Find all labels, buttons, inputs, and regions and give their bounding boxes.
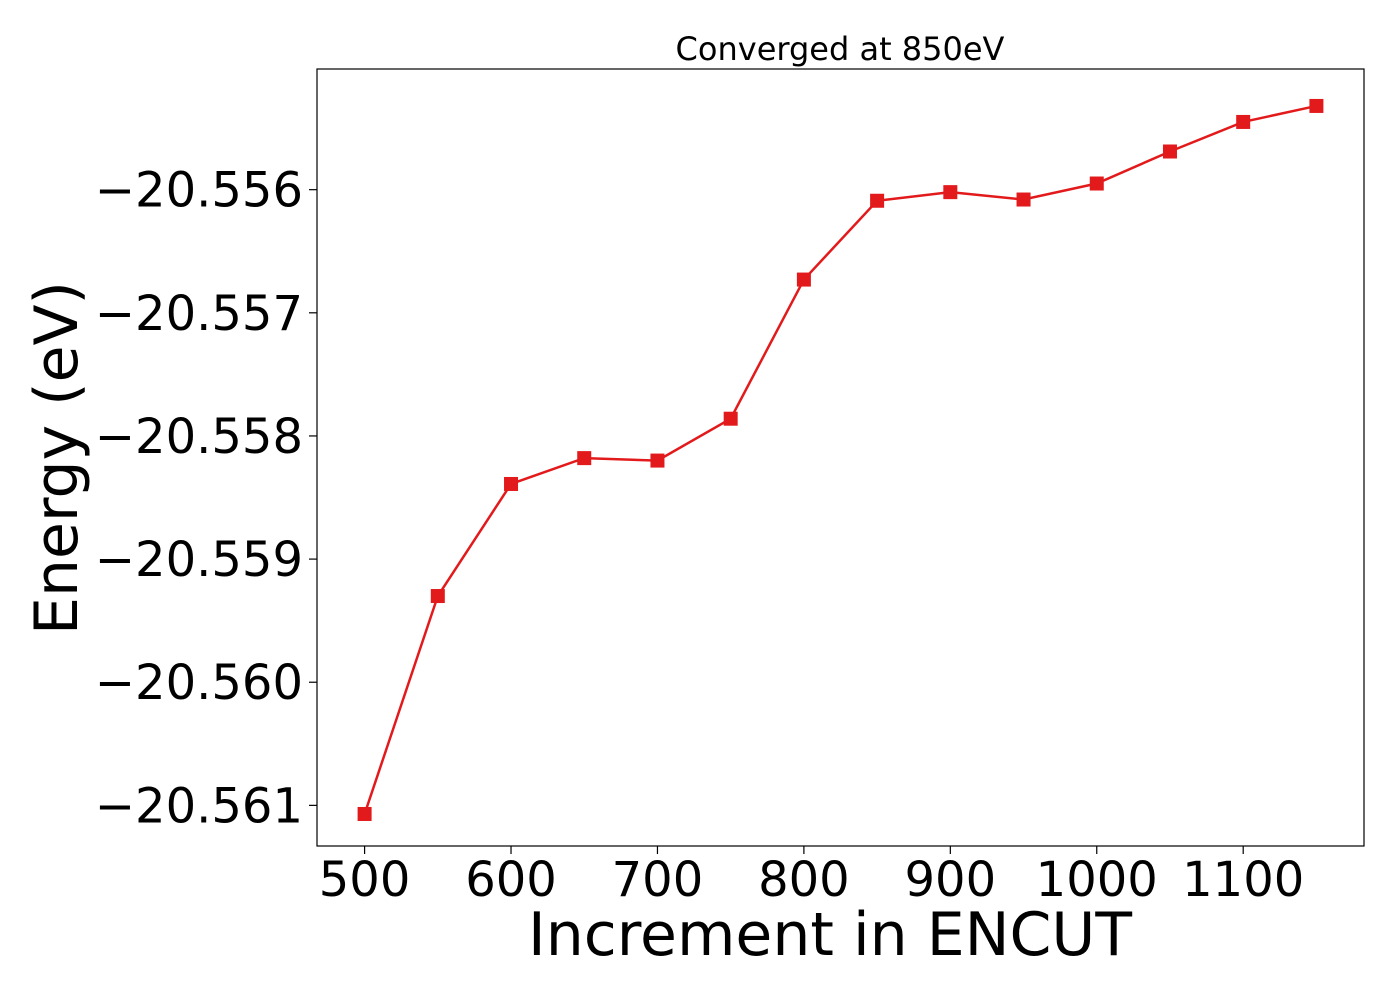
- data-point: [504, 476, 519, 491]
- data-point: [1089, 176, 1104, 191]
- x-axis-label: Increment in ENCUT: [528, 900, 1132, 970]
- x-axis: 500 600 700 800 900 1000 1100: [319, 846, 1304, 908]
- y-tick-label: −20.558: [95, 409, 303, 465]
- x-tick-label: 500: [319, 852, 411, 908]
- data-point: [943, 185, 958, 200]
- data-point: [870, 193, 885, 208]
- x-tick-label: 1100: [1182, 852, 1304, 908]
- series-line: [363, 104, 1317, 815]
- y-tick-label: −20.556: [95, 163, 303, 219]
- plot-area: [316, 68, 1365, 847]
- y-axis-label: Energy (eV): [22, 281, 92, 635]
- y-tick-label: −20.560: [95, 655, 303, 711]
- x-tick-label: 800: [758, 852, 850, 908]
- data-point: [650, 453, 665, 468]
- y-tick-label: −20.561: [95, 778, 303, 834]
- data-point: [1016, 192, 1031, 207]
- chart-title: Converged at 850eV: [676, 30, 1005, 68]
- data-point: [1236, 114, 1251, 129]
- y-tick-label: −20.557: [95, 286, 303, 342]
- series-layer: [357, 98, 1324, 821]
- data-point: [796, 272, 811, 287]
- y-tick-label: −20.559: [95, 532, 303, 588]
- x-tick-label: 700: [612, 852, 704, 908]
- y-axis: −20.556 −20.557 −20.558 −20.559 −20.560 −20.5…: [95, 163, 317, 834]
- x-tick-label: 900: [905, 852, 997, 908]
- data-point: [357, 806, 372, 821]
- x-tick-label: 600: [465, 852, 557, 908]
- data-point: [1309, 98, 1324, 113]
- data-point: [1162, 144, 1177, 159]
- data-point: [430, 589, 445, 604]
- x-tick-label: 1000: [1036, 852, 1158, 908]
- data-point: [577, 451, 592, 466]
- data-point: [723, 411, 738, 426]
